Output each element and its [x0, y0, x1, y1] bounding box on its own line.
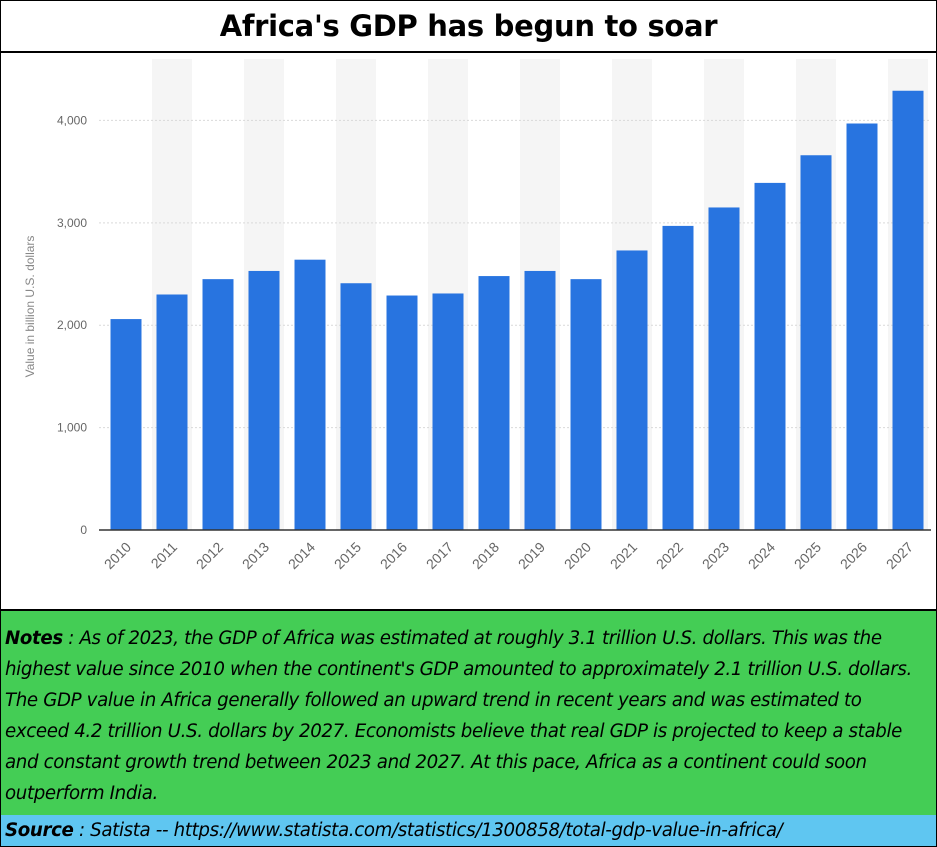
source-label: Source: [5, 820, 74, 841]
x-tick-label: 2011: [148, 539, 181, 572]
bar-2025: [800, 155, 832, 530]
source-line: Source : Satista -- https://www.statista…: [5, 820, 783, 841]
notes-text: As of 2023, the GDP of Africa was estima…: [5, 628, 912, 804]
x-tick-label: 2023: [699, 539, 732, 572]
x-tick-label: 2026: [837, 539, 870, 572]
x-tick-label: 2019: [515, 539, 548, 572]
bar-chart: 0 1,000 2,000 3,000 4,000 2010 2011 2012 2013 20…: [1, 53, 936, 609]
y-tick-label: 2,000: [57, 318, 87, 332]
bar-2024: [754, 182, 786, 530]
x-tick-label: 2022: [653, 539, 686, 572]
bar-2010: [110, 319, 142, 530]
title-bar: Africa's GDP has begun to soar: [1, 1, 936, 53]
x-tick-label: 2024: [745, 539, 778, 572]
x-tick-label: 2012: [193, 539, 226, 572]
y-tick-label: 0: [80, 523, 87, 537]
bar-2013: [248, 270, 280, 530]
bar-2019: [524, 270, 556, 530]
x-tick-label: 2010: [101, 539, 134, 572]
source-box: Source : Satista -- https://www.statista…: [1, 815, 936, 846]
page-title: Africa's GDP has begun to soar: [219, 9, 718, 43]
y-axis-ticks: 0 1,000 2,000 3,000 4,000: [57, 113, 87, 537]
y-tick-label: 3,000: [57, 216, 87, 230]
bar-2022: [662, 225, 694, 530]
bar-2011: [156, 294, 188, 530]
x-tick-label: 2027: [883, 539, 916, 572]
x-axis-ticks: 2010 2011 2012 2013 2014 2015 2016 2017 2018 2019…: [101, 539, 916, 572]
bar-2023: [708, 207, 740, 530]
notes-box: Notes : As of 2023, the GDP of Africa wa…: [1, 609, 936, 817]
bar-2014: [294, 259, 326, 530]
bar-2015: [340, 283, 372, 530]
x-tick-label: 2017: [423, 539, 456, 572]
source-separator: :: [73, 820, 91, 841]
x-tick-label: 2018: [469, 539, 502, 572]
bar-2026: [846, 123, 878, 530]
gridlines: [99, 119, 931, 429]
x-tick-label: 2015: [331, 539, 364, 572]
x-tick-label: 2021: [607, 539, 640, 572]
bar-2017: [432, 293, 464, 530]
x-tick-label: 2016: [377, 539, 410, 572]
bars: [110, 90, 924, 530]
y-tick-label: 1,000: [57, 421, 87, 435]
bar-2020: [570, 279, 602, 530]
y-tick-label: 4,000: [57, 113, 87, 127]
x-tick-label: 2013: [239, 539, 272, 572]
bar-2018: [478, 276, 510, 530]
source-text: Satista -- https://www.statista.com/stat…: [90, 820, 783, 841]
bar-2021: [616, 250, 648, 530]
bar-2012: [202, 279, 234, 530]
x-tick-label: 2014: [285, 539, 318, 572]
bar-2027: [892, 90, 924, 530]
x-tick-label: 2020: [561, 539, 594, 572]
x-tick-label: 2025: [791, 539, 824, 572]
notes-separator: :: [62, 628, 80, 649]
bar-2016: [386, 295, 418, 530]
y-axis-label: Value in billion U.S. dollars: [23, 236, 37, 378]
notes-label: Notes: [5, 628, 63, 649]
notes-paragraph: Notes : As of 2023, the GDP of Africa wa…: [5, 623, 930, 809]
